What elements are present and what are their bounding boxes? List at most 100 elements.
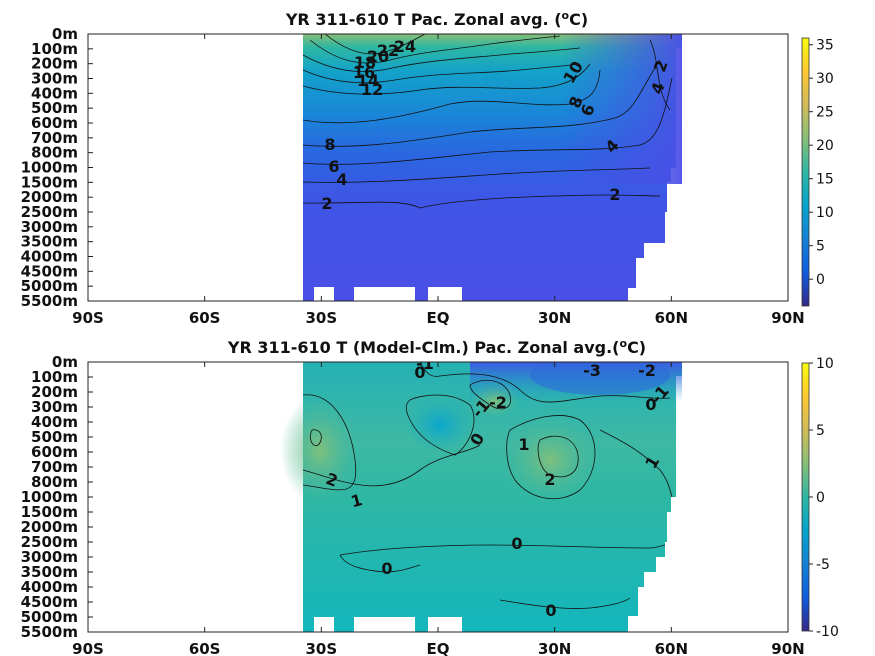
x-tick-label: EQ [427,309,450,327]
x-tick-label: 60S [189,309,221,327]
contour-label: 20 [367,47,389,66]
y-tick-label: 100m [31,40,78,58]
panel-2: YR 311-610 T (Model-Clm.) Pac. Zonal avg… [21,337,839,656]
x-axis-2: 90S 60S 30S EQ 30N 60N 90N [72,362,805,656]
contour-label: 0 [645,395,656,414]
y-tick-label: 3500m [21,563,78,581]
y-tick-label: 300m [31,398,78,416]
y-tick-label: 4500m [21,593,78,611]
contour-label: -2 [489,393,507,412]
y-tick-label: 500m [31,428,78,446]
y-tick-label: 700m [31,458,78,476]
y-tick-label: 4000m [21,248,78,266]
contour-label: 12 [361,80,383,99]
contour-label: -3 [583,361,601,380]
contour-label: 24 [394,37,416,56]
panel-1: YR 311-610 T Pac. Zonal avg. (oC) [21,9,834,327]
colorbar-tick-label: -10 [816,624,839,640]
y-tick-label: 4500m [21,262,78,280]
x-tick-label: 30N [538,640,571,656]
y-tick-label: 5000m [21,277,78,295]
x-tick-label: 90S [72,640,104,656]
y-tick-label: 400m [31,413,78,431]
contour-lines-1 [302,34,673,209]
contour-label: 6 [328,157,339,176]
colorbar-1-ticks: 0 5 10 15 20 25 30 35 [809,38,834,288]
x-tick-label: 90S [72,309,104,327]
contour-label: 16 [353,63,375,82]
contour-label: 2 [321,194,332,213]
contour-label: 4 [336,170,347,189]
contour-labels-1: 24 22 20 18 16 14 12 10 8 6 4 2 8 6 4 2 … [321,37,671,213]
contour-label: 1 [518,435,529,454]
y-tick-label: 5500m [21,623,78,641]
contour-label: 1 [349,490,365,511]
y-tick-label: 1000m [21,159,78,177]
y-tick-label: 100m [31,368,78,386]
colorbar-tick-label: 10 [816,356,834,372]
y-tick-label: 2000m [21,518,78,536]
colorbar-tick-label: 25 [816,105,834,121]
y-tick-label: 200m [31,55,78,73]
y-tick-label: 4000m [21,578,78,596]
contour-label: 0 [381,559,392,578]
y-tick-label: 300m [31,70,78,88]
y-axis-2: 0m100m200m300m400m500m600m700m800m1000m1… [21,353,93,641]
y-tick-label: 1500m [21,503,78,521]
x-tick-label: 60N [655,640,688,656]
x-tick-label: 90N [771,640,804,656]
colorbar-tick-label: 0 [816,272,825,288]
colorbar-tick-label: 10 [816,205,834,221]
x-tick-label: 30S [305,309,337,327]
y-tick-label: 800m [31,144,78,162]
y-tick-label: 2500m [21,533,78,551]
y-tick-label: 600m [31,114,78,132]
y-tick-label: 400m [31,84,78,102]
contour-label: 8 [324,135,335,154]
y-tick-label: 200m [31,383,78,401]
contour-label: 18 [354,53,376,72]
y-tick-label: 3000m [21,548,78,566]
y-tick-label: 1500m [21,173,78,191]
y-tick-label: 0m [52,25,78,43]
contour-lines-2 [302,362,673,609]
x-tick-label: EQ [427,640,450,656]
y-tick-label: 500m [31,99,78,117]
panel-1-title: YR 311-610 T Pac. Zonal avg. (oC) [285,9,588,29]
contour-label: 2 [544,470,555,489]
x-tick-label: 90N [771,309,804,327]
x-tick-label: 30S [305,640,337,656]
colorbar-2-ticks: -10 -5 0 5 10 [809,356,839,640]
colorbar-tick-label: 0 [816,490,825,506]
panel-2-title: YR 311-610 T (Model-Clm.) Pac. Zonal avg… [227,337,646,357]
colorbar-1: 0 5 10 15 20 25 30 35 [801,37,834,307]
y-tick-label: 2000m [21,188,78,206]
contour-label: 22 [377,41,399,60]
y-tick-label: 2500m [21,203,78,221]
y-tick-label: 5500m [21,292,78,310]
colorbar-tick-label: 5 [816,239,825,255]
contour-label: 14 [357,71,379,90]
y-tick-label: 700m [31,129,78,147]
contour-label: -1 [416,354,434,373]
colorbar-tick-label: 20 [816,138,834,154]
y-tick-label: 0m [52,353,78,371]
colorbar-tick-label: -5 [816,557,830,573]
y-tick-label: 800m [31,473,78,491]
x-axis-1: 90S 60S 30S EQ 30N 60N 90N [72,34,805,327]
y-tick-label: 600m [31,443,78,461]
colorbar-tick-label: 5 [816,423,825,439]
colorbar-tick-label: 30 [816,71,834,87]
contour-label: -2 [638,361,656,380]
y-axis-1: 0m100m200m300m400m500m600m700m800m1000m1… [21,25,93,310]
x-tick-label: 60N [655,309,688,327]
contour-label: 0 [545,601,556,620]
x-tick-label: 60S [189,640,221,656]
colorbar-2-scale [801,362,810,632]
x-tick-label: 30N [538,309,571,327]
colorbar-tick-label: 35 [816,38,834,54]
colorbar-tick-label: 15 [816,172,834,188]
contour-label: 0 [511,534,522,553]
y-tick-label: 3000m [21,218,78,236]
